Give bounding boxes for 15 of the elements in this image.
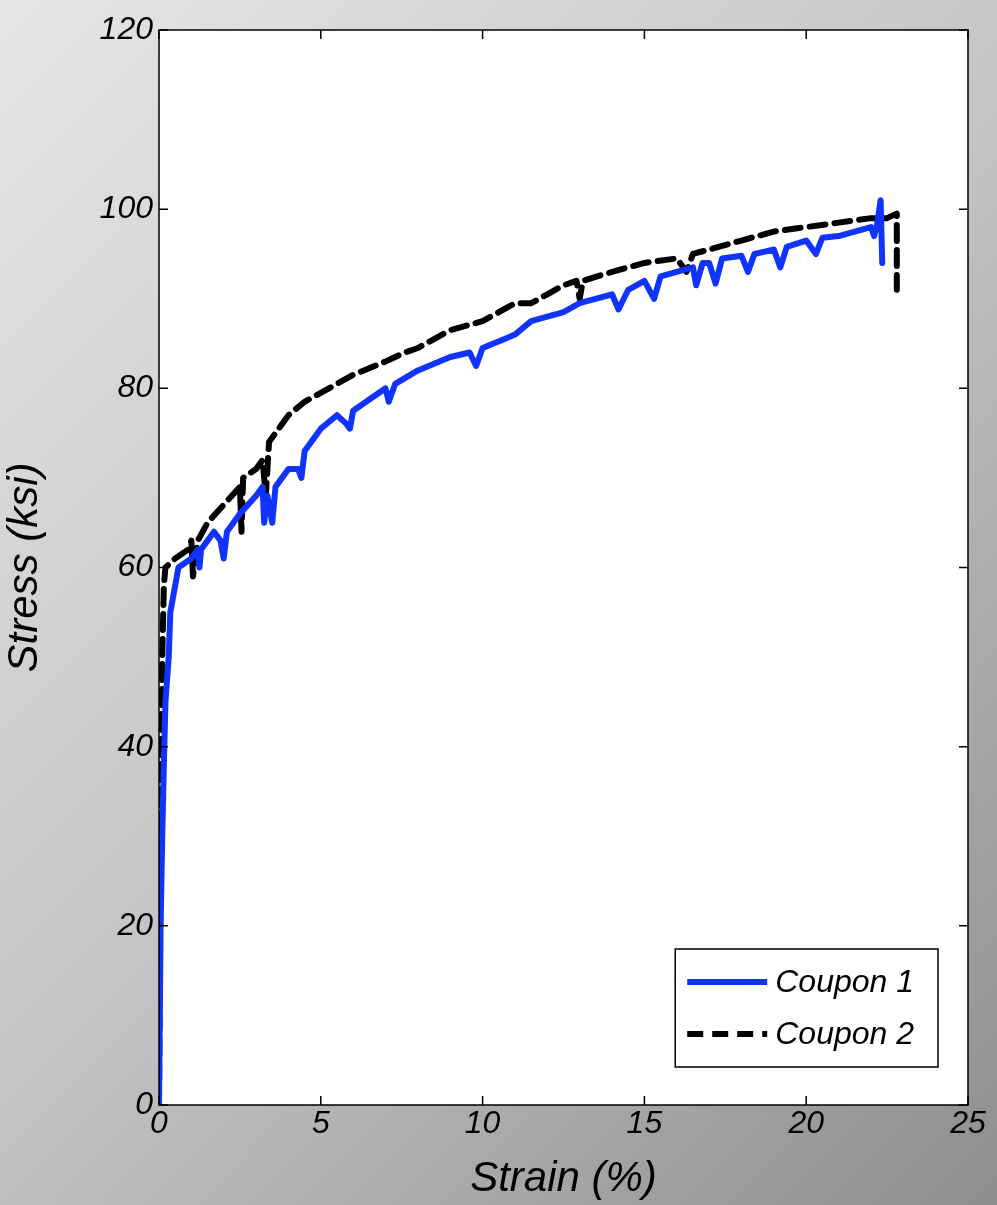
x-tick-label: 15 xyxy=(626,1104,663,1141)
y-tick-label: 20 xyxy=(116,905,154,942)
x-tick-label: 20 xyxy=(787,1104,825,1141)
x-tick-label: 5 xyxy=(311,1104,330,1141)
y-tick-label: 100 xyxy=(99,189,154,226)
legend-label: Coupon 2 xyxy=(775,1014,915,1051)
y-axis-title: Stress (ksi) xyxy=(0,462,46,673)
y-tick-label: 60 xyxy=(117,547,154,584)
x-axis-title: Strain (%) xyxy=(470,1153,657,1201)
y-tick-label: 80 xyxy=(117,368,154,405)
x-tick-label: 10 xyxy=(464,1104,501,1141)
x-tick-label: 25 xyxy=(949,1104,986,1141)
y-tick-label: 40 xyxy=(117,726,154,763)
y-tick-label: 120 xyxy=(99,9,154,46)
legend-label: Coupon 1 xyxy=(775,962,914,999)
